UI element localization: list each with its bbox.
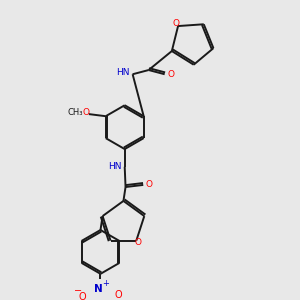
Text: N: N xyxy=(94,284,103,294)
Text: O: O xyxy=(82,108,89,117)
Text: −: − xyxy=(74,286,82,296)
Text: O: O xyxy=(79,292,87,300)
Text: HN: HN xyxy=(108,162,122,171)
Text: CH₃: CH₃ xyxy=(68,108,83,117)
Text: +: + xyxy=(102,280,109,289)
Text: O: O xyxy=(146,180,153,189)
Text: O: O xyxy=(135,238,142,247)
Text: O: O xyxy=(114,290,122,300)
Text: HN: HN xyxy=(117,68,130,77)
Text: O: O xyxy=(172,20,179,28)
Text: O: O xyxy=(167,70,174,79)
